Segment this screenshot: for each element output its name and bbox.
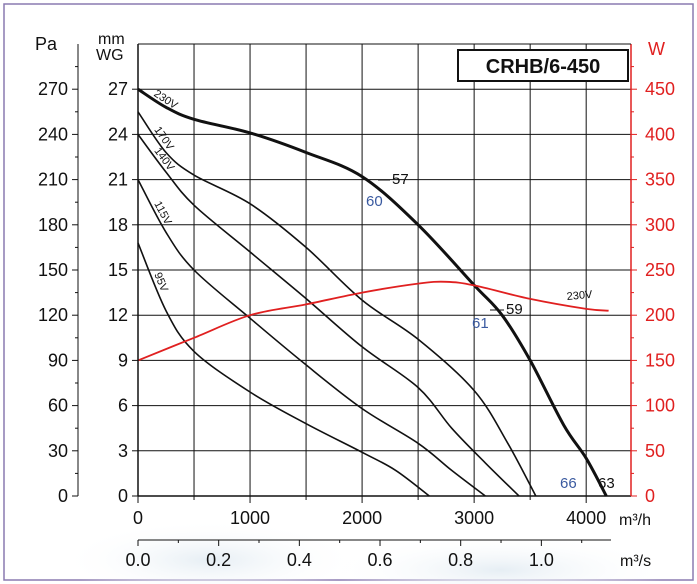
m3h-tick-label: 1000	[230, 508, 270, 528]
power-curve-label: 230V	[566, 289, 593, 303]
pa-tick-label: 90	[48, 350, 68, 370]
mmwg-unit-line1: mm	[98, 31, 125, 48]
m3s-tick-label: 0.6	[368, 550, 393, 570]
m3h-tick-label: 2000	[342, 508, 382, 528]
m3s-unit: m³/s	[620, 553, 651, 570]
w-tick-label: 0	[645, 486, 655, 506]
pa-tick-label: 180	[38, 215, 68, 235]
pa-tick-label: 270	[38, 79, 68, 99]
pa-tick-label: 240	[38, 124, 68, 144]
noise-label: 57	[392, 171, 409, 188]
pa-tick-label: 0	[58, 486, 68, 506]
power-curve-line	[137, 280, 609, 362]
m3s-tick-label: 0.0	[125, 550, 150, 570]
m3s-tick-label: 1.0	[529, 550, 554, 570]
w-tick-label: 250	[645, 260, 675, 280]
mmwg-tick-label: 9	[118, 350, 128, 370]
m3s-tick-label: 0.8	[448, 550, 473, 570]
pa-tick-label: 60	[48, 396, 68, 416]
mmwg-unit-line2: WG	[96, 47, 124, 64]
mmwg-tick-label: 27	[108, 79, 128, 99]
m3h-tick-label: 3000	[454, 508, 494, 528]
axes	[72, 43, 637, 546]
mmwg-tick-label: 6	[118, 396, 128, 416]
m3h-tick-label: 4000	[566, 508, 606, 528]
fan-curve-115v	[137, 179, 486, 497]
title-box-border	[457, 49, 629, 82]
pa-tick-label: 120	[38, 305, 68, 325]
pa-tick-label: 30	[48, 441, 68, 461]
mmwg-tick-label: 12	[108, 305, 128, 325]
pa-tick-label: 210	[38, 170, 68, 190]
fan-curve-140v	[137, 133, 520, 497]
m3h-tick-label: 0	[133, 508, 143, 528]
w-tick-label: 300	[645, 215, 675, 235]
title-box: CRHB/6-450	[457, 49, 629, 82]
power-curve: 230V	[137, 280, 609, 362]
m3s-tick-label: 0.2	[206, 550, 231, 570]
w-tick-label: 350	[645, 170, 675, 190]
noise-label: 66	[560, 475, 577, 492]
mmwg-tick-label: 15	[108, 260, 128, 280]
w-tick-label: 200	[645, 305, 675, 325]
w-tick-label: 100	[645, 396, 675, 416]
fan-curve-95v	[137, 242, 430, 497]
w-tick-label: 50	[645, 441, 665, 461]
w-tick-label: 450	[645, 79, 675, 99]
mmwg-tick-label: 0	[118, 486, 128, 506]
axis-labels: Pa0306090120150180210240270mmWG036912151…	[35, 31, 675, 570]
mmwg-tick-label: 3	[118, 441, 128, 461]
chart-title: CRHB/6-450	[486, 56, 600, 78]
w-tick-label: 400	[645, 124, 675, 144]
w-tick-label: 150	[645, 350, 675, 370]
m3h-unit: m³/h	[619, 512, 651, 529]
mmwg-tick-label: 18	[108, 215, 128, 235]
noise-label: 61	[472, 315, 489, 332]
m3s-tick-label: 0.4	[287, 550, 312, 570]
w-axis-unit: W	[648, 39, 665, 59]
pa-tick-label: 150	[38, 260, 68, 280]
fan-curve-170v	[137, 111, 537, 497]
watermark-blob	[60, 520, 360, 584]
fan-curve-230v	[137, 87, 608, 497]
mmwg-tick-label: 24	[108, 124, 128, 144]
grid-lines	[138, 44, 631, 496]
mmwg-tick-label: 21	[108, 170, 128, 190]
noise-label: 59	[506, 301, 523, 318]
pa-axis-unit: Pa	[35, 34, 58, 54]
noise-label: 63	[598, 475, 615, 492]
noise-label: 60	[366, 193, 383, 210]
watermark-blob	[330, 535, 670, 584]
